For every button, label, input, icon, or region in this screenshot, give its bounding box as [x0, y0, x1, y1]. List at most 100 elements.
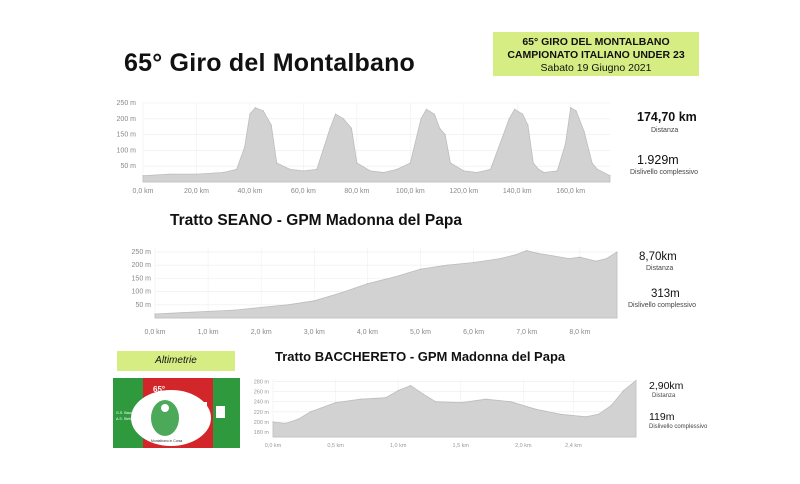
x-tick-label: 20,0 km	[184, 188, 209, 195]
elevation-point	[313, 300, 315, 302]
elevation-point	[419, 268, 422, 270]
full-profile-chart: 250 m 200 m 150 m 100 m 50 m 0,0 km 20,0 km 40,…	[110, 100, 620, 200]
elevation-point	[515, 254, 517, 256]
elevation-point	[596, 168, 599, 170]
elevation-point	[485, 398, 487, 400]
elevation-point	[499, 257, 501, 260]
elevation-point	[635, 379, 637, 382]
elevation-point	[446, 264, 448, 266]
elevation-point	[234, 309, 236, 311]
x-tick-label: 6,0 km	[463, 329, 484, 336]
elevation-point	[393, 276, 395, 278]
info-line-2: CAMPIONATO ITALIANO UNDER 23	[507, 49, 685, 61]
elevation-point	[284, 422, 287, 424]
elevation-area	[154, 250, 618, 319]
y-tick-label: 50 m	[135, 302, 151, 309]
x-tick-label: 2,0 km	[251, 329, 272, 336]
y-tick-label: 260 m	[254, 390, 270, 396]
elevation-point	[350, 127, 353, 129]
bacc-elevation-value: 119m	[649, 411, 675, 423]
elevation-point	[622, 390, 625, 392]
elevation-point	[433, 113, 435, 115]
y-tick-label: 150 m	[132, 275, 152, 282]
elevation-point	[329, 127, 331, 129]
elevation-point	[249, 113, 251, 115]
elevation-point	[535, 408, 537, 410]
bacc-distance-label: Distanza	[652, 393, 676, 399]
elevation-point	[526, 250, 528, 252]
race-info-box: 65° GIRO DEL MONTALBANO CAMPIONATO ITALI…	[493, 32, 699, 76]
x-tick-label: 3,0 km	[304, 329, 325, 336]
y-tick-label: 200 m	[254, 420, 270, 426]
total-elevation-value: 1.929m	[637, 153, 679, 167]
elevation-point	[532, 162, 534, 164]
elevation-point	[556, 170, 558, 172]
elevation-point	[489, 168, 492, 170]
info-line-3: Sabato 19 Giugno 2021	[540, 62, 652, 74]
full-profile-svg: 250 m 200 m 150 m 100 m 50 m 0,0 km 20,0 km 40,…	[117, 100, 611, 195]
elevation-point	[609, 175, 611, 177]
seano-profile-chart: 250 m 200 m 150 m 100 m 50 m 0,0 km 1,0 km 2,0 …	[125, 240, 625, 340]
x-tick-label: 60,0 km	[291, 188, 316, 195]
elevation-point	[568, 257, 570, 260]
elevation-point	[409, 162, 411, 164]
elevation-area	[142, 107, 611, 183]
elevation-point	[340, 292, 342, 294]
x-tick-label: 160,0 km	[556, 188, 585, 195]
elevation-point	[585, 416, 587, 418]
elevation-point	[605, 257, 607, 260]
bacc-distance-value: 2,90km	[649, 380, 684, 392]
x-tick-label: 40,0 km	[237, 188, 262, 195]
y-tick-label: 240 m	[254, 400, 270, 406]
x-tick-label: 100,0 km	[396, 188, 425, 195]
elevation-point	[543, 171, 545, 174]
elevation-point	[420, 118, 422, 120]
x-tick-label: 80,0 km	[344, 188, 369, 195]
total-elevation-label: Dislivello complessivo	[630, 169, 699, 176]
elevation-point	[538, 168, 540, 170]
logo-text-left1: G.S. Bacchereto	[116, 411, 142, 415]
logo-text-bottom: Montalbano in Corsa	[151, 439, 182, 443]
page-title: 65° Giro del Montalbano	[124, 49, 416, 77]
x-tick-label: 1,5 km	[453, 443, 470, 449]
info-line-1: 65° GIRO DEL MONTALBANO	[522, 36, 670, 48]
y-tick-label: 200 m	[132, 262, 152, 269]
elevation-point	[536, 252, 538, 254]
elevation-point	[302, 170, 304, 172]
elevation-point	[297, 418, 299, 420]
baccereto-section-title: Tratto BACCHERETO - GPM Madonna del Papa	[275, 349, 566, 364]
elevation-point	[463, 170, 465, 172]
elevation-point	[591, 162, 593, 164]
elevation-point	[254, 107, 256, 109]
elevation-point	[385, 397, 387, 399]
x-tick-label: 4,0 km	[357, 329, 378, 336]
elevation-point	[579, 256, 581, 258]
y-tick-label: 180 m	[254, 430, 270, 436]
elevation-point	[610, 405, 612, 407]
logo-text-left2: A.S. Stefano Ruoco	[116, 417, 148, 421]
elevation-point	[473, 261, 475, 264]
elevation-point	[397, 390, 399, 392]
total-distance-label: Distanza	[651, 127, 679, 134]
elevation-point	[289, 168, 291, 170]
elevation-point	[316, 168, 318, 170]
elevation-point	[334, 113, 337, 115]
x-tick-label: 120,0 km	[449, 188, 478, 195]
x-tick-label: 0,0 km	[132, 188, 153, 195]
elevation-point	[222, 171, 224, 174]
elevation-point	[287, 304, 289, 306]
elevation-point	[570, 107, 572, 109]
elevation-point	[513, 108, 516, 110]
elevation-point	[616, 251, 618, 253]
altimetrie-label-box: Altimetrie	[117, 351, 235, 371]
seano-elevation-value: 313m	[651, 288, 680, 300]
x-tick-label: 0,5 km	[327, 443, 344, 449]
x-tick-label: 8,0 km	[569, 329, 590, 336]
elevation-point	[207, 310, 209, 312]
y-tick-label: 150 m	[117, 132, 137, 139]
y-tick-label: 100 m	[117, 147, 137, 154]
y-tick-label: 250 m	[132, 249, 152, 256]
elevation-point	[439, 127, 441, 129]
elevation-point	[195, 173, 198, 175]
elevation-point	[366, 283, 369, 285]
